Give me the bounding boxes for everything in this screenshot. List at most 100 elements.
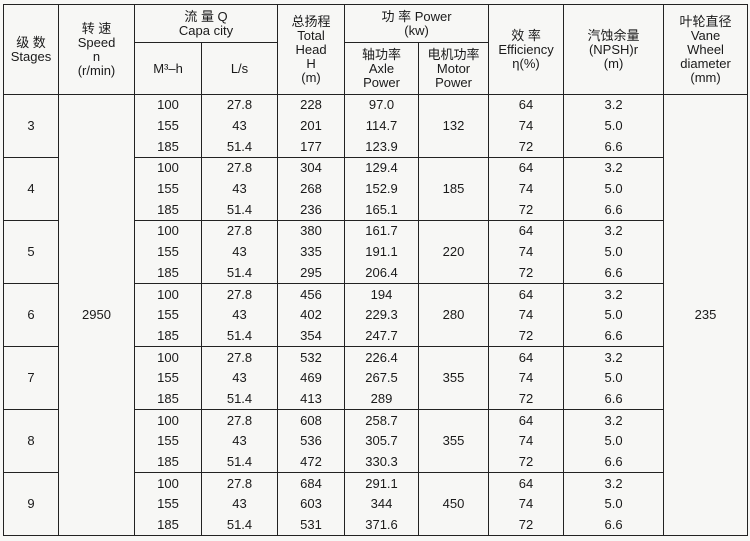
axle-power-cell: 194 xyxy=(344,283,420,305)
header-capacity: 流 量 Q Capa city xyxy=(133,4,279,43)
capacity-ls-cell: 27.8 xyxy=(200,472,279,495)
stage-cell: 8 xyxy=(3,409,59,474)
header-total-head: 总扬程 Total Head H (m) xyxy=(277,4,346,95)
capacity-ls-cell: 27.8 xyxy=(200,93,279,116)
header-npsh: 汽蚀余量 (NPSH)r (m) xyxy=(563,4,665,95)
capacity-m3h-cell: 100 xyxy=(134,346,202,368)
total-head-cell: 413 xyxy=(277,388,346,410)
table-row: 185 51.4 413 289 72 6.6 xyxy=(4,388,748,410)
stage-cell: 6 xyxy=(3,283,59,348)
total-head-cell: 536 xyxy=(277,431,346,452)
efficiency-cell: 74 xyxy=(488,431,565,452)
axle-power-cell: 344 xyxy=(344,494,420,515)
header-power: 功 率 Power (kw) xyxy=(344,4,490,43)
capacity-m3h-cell: 100 xyxy=(134,472,202,495)
axle-power-cell: 291.1 xyxy=(344,472,420,495)
axle-power-cell: 152.9 xyxy=(344,178,420,200)
efficiency-cell: 64 xyxy=(488,220,565,242)
capacity-ls-cell: 51.4 xyxy=(200,451,279,473)
total-head-cell: 177 xyxy=(277,136,346,158)
capacity-ls-cell: 43 xyxy=(200,367,279,389)
capacity-m3h-cell: 100 xyxy=(134,93,202,116)
header-motor-power: 电机功率 Motor Power xyxy=(418,42,490,95)
axle-power-cell: 267.5 xyxy=(344,367,420,389)
table-row: 9 100 27.8 684 291.1 450 64 3.2 xyxy=(3,472,748,537)
efficiency-cell: 64 xyxy=(488,93,565,116)
npsh-cell: 3.2 xyxy=(563,283,665,305)
npsh-cell: 5.0 xyxy=(563,304,665,326)
efficiency-cell: 72 xyxy=(488,514,565,537)
motor-power-cell: 355 xyxy=(418,346,490,411)
vane-diameter-cell: 235 xyxy=(663,93,749,537)
npsh-cell: 3.2 xyxy=(563,409,665,431)
motor-power-cell: 132 xyxy=(418,93,490,159)
capacity-m3h-cell: 185 xyxy=(134,514,202,537)
table-row: 185 51.4 354 247.7 72 6.6 xyxy=(4,325,748,347)
axle-power-cell: 330.3 xyxy=(344,451,420,473)
capacity-m3h-cell: 185 xyxy=(134,199,202,221)
npsh-cell: 6.6 xyxy=(563,514,665,537)
capacity-m3h-cell: 155 xyxy=(134,178,202,200)
axle-power-cell: 229.3 xyxy=(344,304,420,326)
npsh-cell: 6.6 xyxy=(563,451,665,473)
efficiency-cell: 72 xyxy=(488,136,565,158)
efficiency-cell: 72 xyxy=(488,451,565,473)
capacity-m3h-cell: 155 xyxy=(134,367,202,389)
motor-power-cell: 185 xyxy=(418,157,490,222)
efficiency-cell: 72 xyxy=(488,388,565,410)
stage-cell: 7 xyxy=(3,346,59,411)
capacity-m3h-cell: 155 xyxy=(134,241,202,263)
efficiency-cell: 72 xyxy=(488,262,565,284)
capacity-m3h-cell: 155 xyxy=(134,304,202,326)
capacity-m3h-cell: 155 xyxy=(134,115,202,137)
total-head-cell: 402 xyxy=(277,304,346,326)
capacity-m3h-cell: 185 xyxy=(134,451,202,473)
capacity-m3h-cell: 100 xyxy=(134,283,202,305)
npsh-cell: 3.2 xyxy=(563,93,665,116)
npsh-cell: 6.6 xyxy=(563,136,665,158)
npsh-cell: 6.6 xyxy=(563,199,665,221)
axle-power-cell: 226.4 xyxy=(344,346,420,368)
capacity-ls-cell: 51.4 xyxy=(200,388,279,410)
capacity-ls-cell: 43 xyxy=(200,494,279,515)
npsh-cell: 5.0 xyxy=(563,178,665,200)
speed-cell: 2950 xyxy=(58,93,135,537)
npsh-cell: 5.0 xyxy=(563,115,665,137)
capacity-ls-cell: 51.4 xyxy=(200,514,279,537)
npsh-cell: 3.2 xyxy=(563,472,665,495)
capacity-m3h-cell: 185 xyxy=(134,388,202,410)
table-row: 155 43 335 191.1 74 5.0 xyxy=(4,241,748,263)
axle-power-cell: 123.9 xyxy=(344,136,420,158)
axle-power-cell: 305.7 xyxy=(344,431,420,452)
efficiency-cell: 72 xyxy=(488,325,565,347)
capacity-ls-cell: 43 xyxy=(200,431,279,452)
total-head-cell: 295 xyxy=(277,262,346,284)
total-head-cell: 335 xyxy=(277,241,346,263)
table-row: 155 43 469 267.5 74 5.0 xyxy=(4,367,748,389)
total-head-cell: 354 xyxy=(277,325,346,347)
table-row: 155 43 201 114.7 74 5.0 xyxy=(4,115,748,137)
table-row: 185 51.4 177 123.9 72 6.6 xyxy=(4,136,748,158)
axle-power-cell: 371.6 xyxy=(344,514,420,537)
total-head-cell: 268 xyxy=(277,178,346,200)
axle-power-cell: 129.4 xyxy=(344,157,420,179)
capacity-ls-cell: 27.8 xyxy=(200,409,279,431)
capacity-ls-cell: 51.4 xyxy=(200,199,279,221)
total-head-cell: 380 xyxy=(277,220,346,242)
header-efficiency: 效 率 Efficiency η(%) xyxy=(488,4,565,95)
total-head-cell: 684 xyxy=(277,472,346,495)
efficiency-cell: 64 xyxy=(488,283,565,305)
efficiency-cell: 74 xyxy=(488,178,565,200)
efficiency-cell: 74 xyxy=(488,494,565,515)
capacity-m3h-cell: 155 xyxy=(134,431,202,452)
stage-cell: 3 xyxy=(3,93,59,159)
npsh-cell: 3.2 xyxy=(563,346,665,368)
npsh-cell: 5.0 xyxy=(563,494,665,515)
efficiency-cell: 64 xyxy=(488,346,565,368)
efficiency-cell: 74 xyxy=(488,241,565,263)
table-row: 155 43 536 305.7 74 5.0 xyxy=(4,431,748,452)
capacity-m3h-cell: 100 xyxy=(134,409,202,431)
axle-power-cell: 247.7 xyxy=(344,325,420,347)
table-row: 155 43 268 152.9 74 5.0 xyxy=(4,178,748,200)
stage-cell: 9 xyxy=(3,472,59,537)
